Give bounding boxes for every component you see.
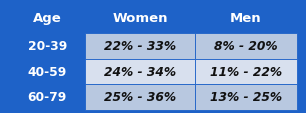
Bar [85,59,195,84]
Bar [9,34,85,59]
Text: 20-39: 20-39 [28,40,67,53]
Bar [195,59,297,84]
Text: 8% - 20%: 8% - 20% [214,40,278,53]
Bar [85,34,195,59]
Bar [9,3,85,34]
Text: 11% - 22%: 11% - 22% [210,65,282,78]
Text: 25% - 36%: 25% - 36% [104,91,176,103]
Bar [9,59,85,84]
Text: Age: Age [33,12,62,25]
Bar [195,34,297,59]
Text: 22% - 33%: 22% - 33% [104,40,176,53]
Text: 13% - 25%: 13% - 25% [210,91,282,103]
Bar [195,3,297,34]
Text: 24% - 34%: 24% - 34% [104,65,176,78]
Bar [195,84,297,110]
Text: Women: Women [112,12,168,25]
Text: 40-59: 40-59 [28,65,67,78]
Bar [9,84,85,110]
Bar [85,3,195,34]
Bar [85,84,195,110]
Text: Men: Men [230,12,262,25]
Text: 60-79: 60-79 [28,91,67,103]
